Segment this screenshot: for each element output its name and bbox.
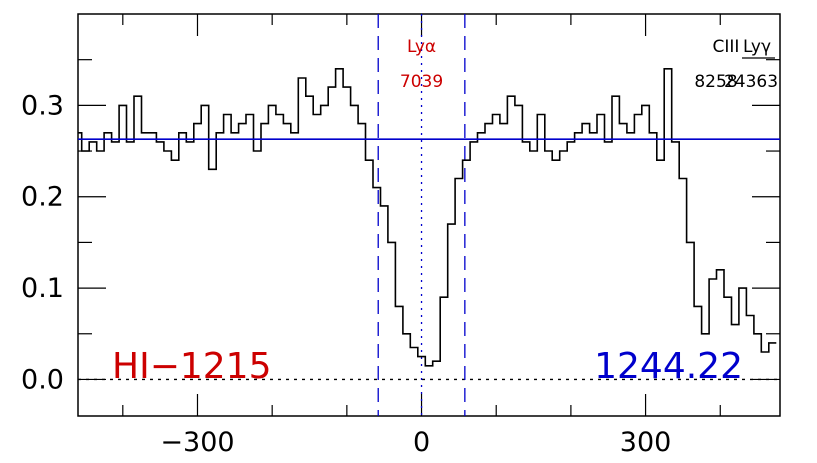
x-axis: −300 0 300 <box>122 14 721 458</box>
spectrum-line <box>78 68 777 367</box>
series-layer <box>78 68 780 367</box>
annotation-lyg-name: Lyγ <box>743 37 771 57</box>
annotation-ciii-number: 8258 <box>694 72 737 92</box>
velocity-markers <box>78 14 780 416</box>
ion-label: HI−1215 <box>112 346 271 387</box>
annotation-ciii-name: CIII <box>713 37 740 57</box>
y-tick-label: 0.0 <box>21 364 64 395</box>
wavelength-label: 1244.22 <box>594 346 743 387</box>
annotation-lyg-number: 24363 <box>724 72 778 92</box>
annotation-lya-name: Lyα <box>407 37 436 57</box>
x-tick-label: 0 <box>413 427 430 458</box>
y-tick-label: 0.2 <box>21 182 64 213</box>
plot-border <box>77 13 781 417</box>
x-tick-label: 300 <box>620 427 672 458</box>
y-tick-label: 0.3 <box>21 90 64 121</box>
y-axis: 0.0 0.1 0.2 0.3 <box>21 59 780 395</box>
plot-frame <box>77 13 781 417</box>
x-tick-label: −300 <box>160 427 234 458</box>
y-tick-label: 0.1 <box>21 273 64 304</box>
annotation-lya-number: 7039 <box>400 72 443 92</box>
annotations: Lyα 7039 CIII 8258 Lyγ 24363 <box>400 37 778 92</box>
